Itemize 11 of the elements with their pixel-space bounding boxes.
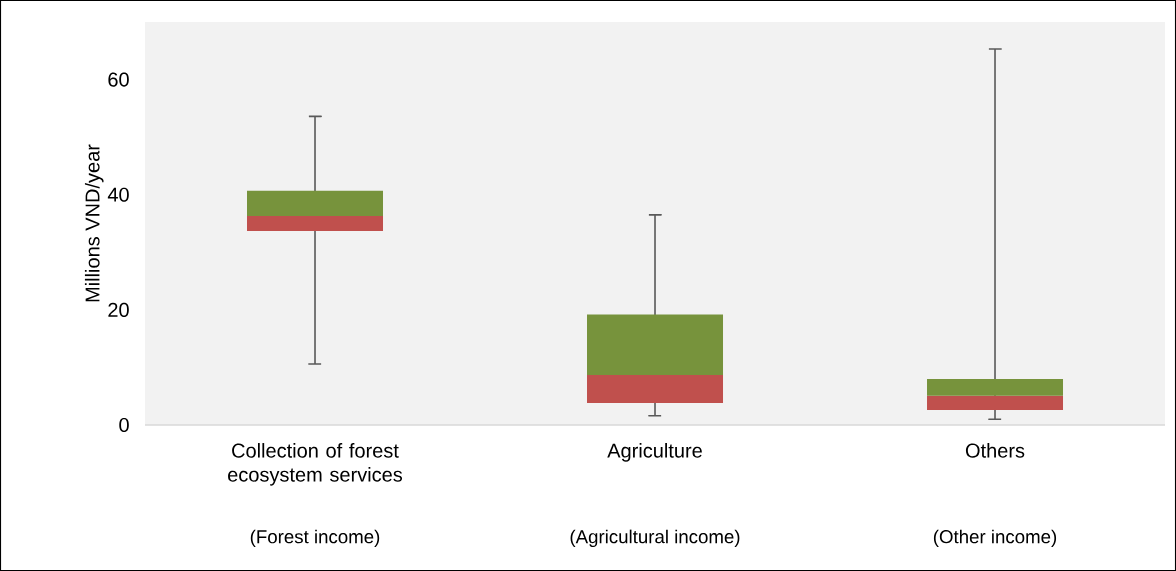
x-tick-label: Agriculture xyxy=(607,443,702,462)
y-tick-label: 0 xyxy=(119,417,129,433)
x-tick-label: Others xyxy=(965,443,1025,458)
y-tick-label: 60 xyxy=(108,72,129,87)
text: (Agricultural income) xyxy=(570,529,740,548)
text: (Forest income) xyxy=(250,529,380,548)
y-tick-label: 40 xyxy=(107,187,129,202)
text: (Other income) xyxy=(933,529,1057,548)
y-tick-label: 20 xyxy=(108,302,129,317)
x-tick-label: Collection of forest ecosystem services xyxy=(228,443,403,486)
y-axis-title: Millions VND/year xyxy=(84,144,104,302)
